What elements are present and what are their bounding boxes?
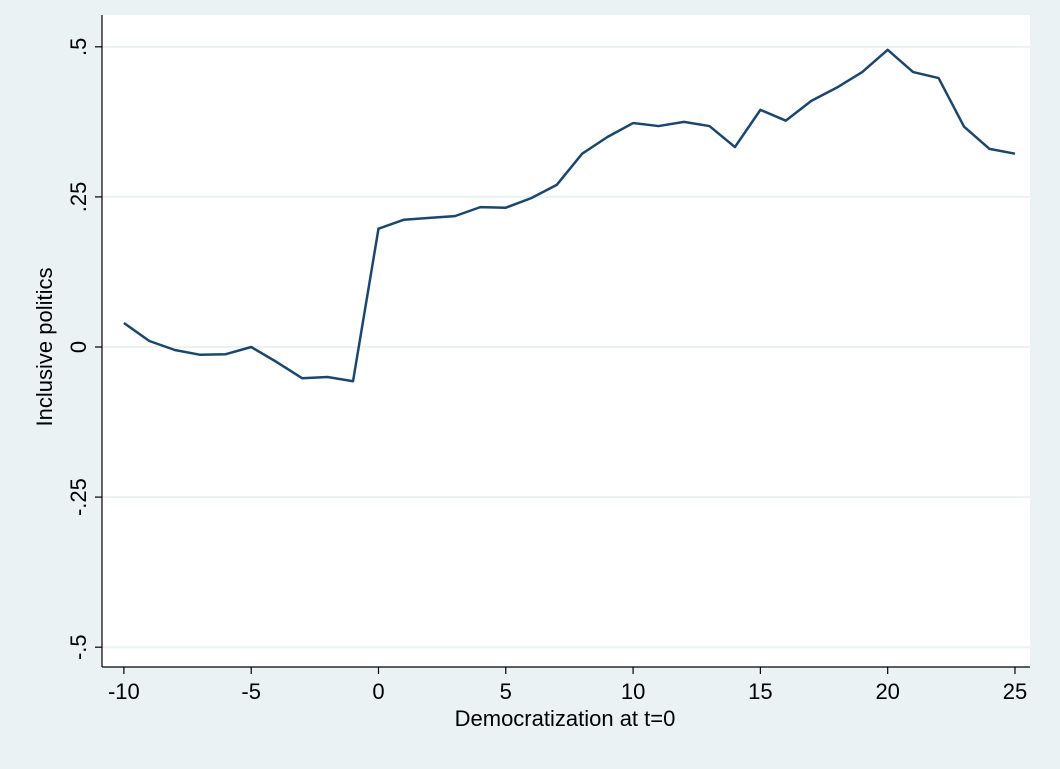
x-tick-label: 20 (875, 679, 899, 704)
x-tick-label: 5 (500, 679, 512, 704)
y-tick-label: .5 (66, 38, 91, 56)
x-tick-label: 10 (621, 679, 645, 704)
x-tick-label: 15 (748, 679, 772, 704)
data-line (123, 48, 1016, 383)
y-tick-label: .25 (66, 182, 91, 213)
x-tick-label: -10 (108, 679, 140, 704)
y-tick-label: -.25 (66, 478, 91, 516)
y-tick-label: 0 (66, 341, 91, 353)
plot-area (102, 15, 1030, 667)
y-axis-title: Inclusive politics (32, 268, 57, 427)
x-tick-label: 25 (1003, 679, 1027, 704)
x-axis-title: Democratization at t=0 (455, 706, 676, 731)
y-tick-label: -.5 (66, 634, 91, 660)
x-tick-label: -5 (241, 679, 261, 704)
x-tick-label: 0 (372, 679, 384, 704)
